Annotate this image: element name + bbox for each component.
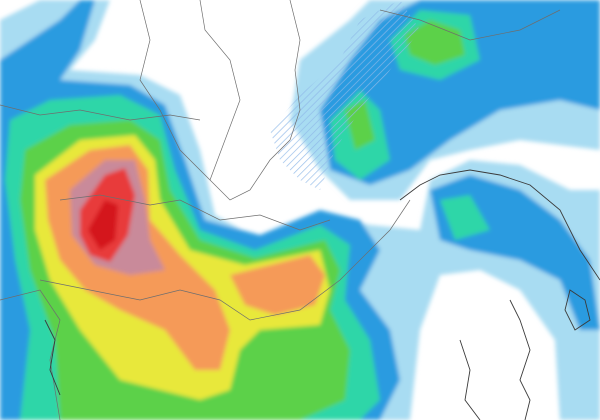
border-line	[139, 0, 301, 201]
border-line	[0, 104, 201, 121]
coastline	[509, 299, 531, 420]
border-line	[199, 0, 241, 181]
precip-deep-red	[88, 200, 118, 250]
border-line	[39, 199, 411, 321]
coastline	[399, 169, 600, 281]
border-line	[379, 9, 561, 41]
precip-green-north	[345, 20, 465, 150]
hatched-area	[270, 0, 420, 190]
border-line	[59, 194, 331, 231]
precip-teal-north	[330, 10, 490, 240]
border-line	[0, 289, 61, 420]
coastline	[44, 319, 61, 396]
coastline	[564, 289, 591, 331]
precip-orange-east	[230, 255, 325, 315]
coastline	[459, 339, 481, 420]
